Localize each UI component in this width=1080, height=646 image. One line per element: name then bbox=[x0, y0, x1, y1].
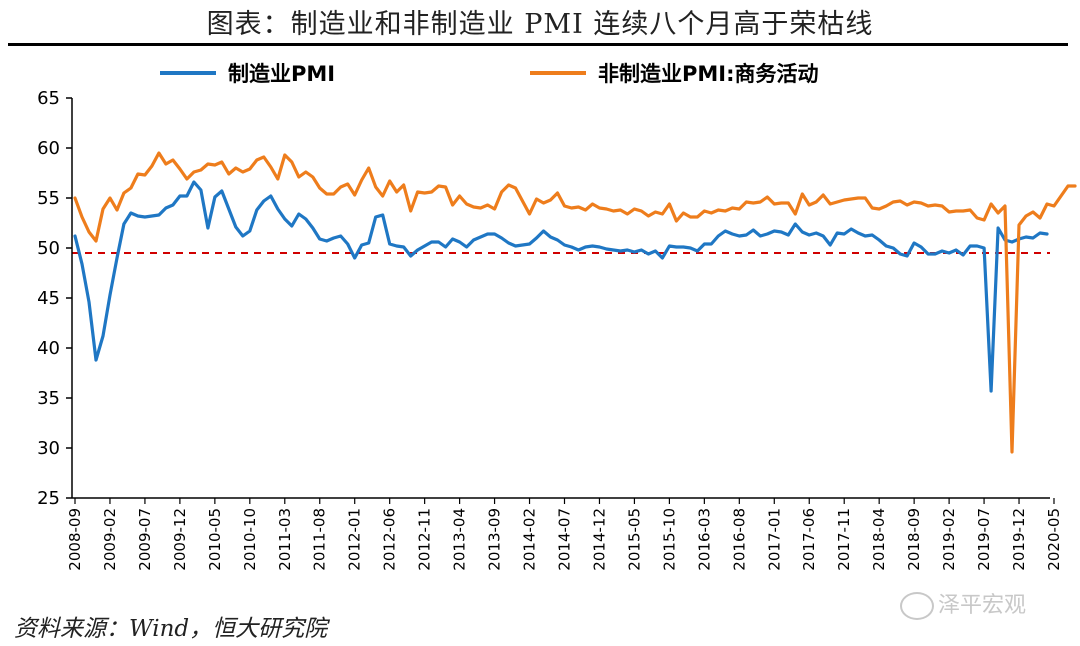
x-tick-label: 2017-11 bbox=[835, 508, 853, 571]
y-tick-label: 30 bbox=[37, 438, 60, 459]
x-tick-label: 2014-12 bbox=[590, 508, 608, 571]
x-tick-label: 2012-11 bbox=[416, 508, 434, 571]
x-tick-label: 2011-08 bbox=[311, 508, 329, 571]
x-tick-label: 2016-03 bbox=[695, 508, 713, 571]
y-tick-label: 35 bbox=[37, 388, 60, 409]
wechat-icon bbox=[900, 592, 934, 620]
series-line-manufacturing-pmi bbox=[73, 180, 1049, 393]
title-divider bbox=[8, 43, 1068, 46]
x-tick-label: 2016-08 bbox=[730, 508, 748, 571]
series-layer bbox=[73, 151, 1077, 454]
y-tick-label: 45 bbox=[37, 288, 60, 309]
x-tick-label: 2014-07 bbox=[555, 508, 573, 571]
x-tick-label: 2010-10 bbox=[241, 508, 259, 571]
x-tick-label: 2019-12 bbox=[1010, 508, 1028, 571]
x-tick-label: 2013-09 bbox=[486, 508, 504, 571]
legend-label: 制造业PMI bbox=[228, 62, 335, 86]
x-tick-label: 2020-05 bbox=[1045, 508, 1063, 571]
legend: 制造业PMI 非制造业PMI:商务活动 bbox=[160, 62, 819, 86]
axes: 25 30 35 40 45 50 55 60 65 2008-09 2009-02 2009-07 2… bbox=[37, 88, 1080, 571]
chart-title: 图表：制造业和非制造业 PMI 连续八个月高于荣枯线 bbox=[206, 9, 874, 40]
y-tick-label: 65 bbox=[37, 88, 60, 109]
x-tick-label: 2009-12 bbox=[171, 508, 189, 571]
x-tick-label: 2017-06 bbox=[800, 508, 818, 571]
x-tick-label: 2017-01 bbox=[765, 508, 783, 571]
legend-label: 非制造业PMI:商务活动 bbox=[598, 62, 819, 86]
x-tick-label: 2011-03 bbox=[276, 508, 294, 571]
x-tick-label: 2010-05 bbox=[206, 508, 224, 571]
watermark: 泽平宏观 bbox=[900, 587, 1026, 620]
x-tick-label: 2008-09 bbox=[66, 508, 84, 571]
x-tick-label: 2014-02 bbox=[521, 508, 539, 571]
x-tick-label: 2018-09 bbox=[905, 508, 923, 571]
y-tick-label: 40 bbox=[37, 338, 60, 359]
series-line-non-manufacturing-pmi bbox=[73, 151, 1077, 454]
x-tick-label: 2018-04 bbox=[870, 508, 888, 571]
x-tick-label: 2015-10 bbox=[660, 508, 678, 571]
y-tick-label: 55 bbox=[37, 188, 60, 209]
source-note: 资料来源：Wind，恒大研究院 bbox=[14, 616, 328, 642]
x-tick-label: 2012-06 bbox=[381, 508, 399, 571]
watermark-text: 泽平宏观 bbox=[938, 593, 1027, 618]
x-tick-label: 2009-02 bbox=[101, 508, 119, 571]
x-tick-label: 2019-02 bbox=[940, 508, 958, 571]
y-tick-label: 50 bbox=[37, 238, 60, 259]
x-tick-label: 2013-04 bbox=[451, 508, 469, 571]
x-tick-label: 2009-07 bbox=[136, 508, 154, 571]
x-tick-label: 2019-07 bbox=[975, 508, 993, 571]
y-tick-label: 25 bbox=[37, 488, 60, 509]
x-tick-label: 2012-01 bbox=[346, 508, 364, 571]
y-tick-label: 60 bbox=[37, 138, 60, 159]
x-tick-label: 2015-05 bbox=[625, 508, 643, 571]
